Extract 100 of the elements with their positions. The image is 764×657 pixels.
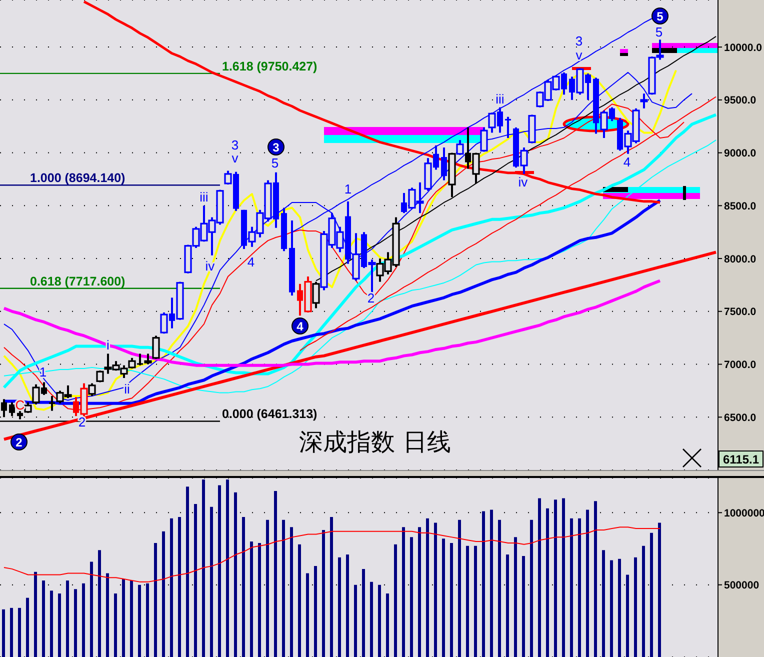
bar xyxy=(2,609,5,657)
bar xyxy=(466,546,469,657)
bar xyxy=(402,527,405,657)
bar xyxy=(434,522,437,657)
bar xyxy=(514,537,517,657)
bar xyxy=(378,584,381,657)
y-tick-label: 8000.0 xyxy=(724,253,756,266)
bar xyxy=(498,520,501,657)
annotation: 4 xyxy=(296,320,304,334)
bar xyxy=(234,492,237,657)
bar xyxy=(258,542,261,657)
annotation: i xyxy=(106,338,110,352)
ref-line-label: 0.000 (6461.313) xyxy=(222,407,318,422)
bar xyxy=(650,532,653,657)
bar xyxy=(354,584,357,657)
bar xyxy=(10,608,13,657)
annotation: 3 xyxy=(575,34,583,48)
bar xyxy=(594,501,597,657)
bar xyxy=(218,485,221,657)
bar xyxy=(634,557,637,657)
bar xyxy=(618,558,621,657)
candlestick xyxy=(24,401,32,414)
bar xyxy=(370,582,373,657)
bar xyxy=(98,550,101,657)
bar xyxy=(130,580,133,657)
bar xyxy=(562,498,565,657)
bar xyxy=(538,498,541,657)
bar xyxy=(642,546,645,657)
bar xyxy=(178,516,181,657)
annotation: 4 xyxy=(247,254,255,270)
bar xyxy=(146,583,149,657)
annotation: 2 xyxy=(16,436,23,450)
y-tick-label: 8500.0 xyxy=(724,200,756,212)
bar xyxy=(394,544,397,657)
annotation: 1 xyxy=(344,182,352,196)
bar xyxy=(226,479,229,657)
y-tick-label: 10000.0 xyxy=(724,42,762,54)
annotation: iii xyxy=(200,190,208,204)
bar xyxy=(522,556,525,657)
bar xyxy=(74,589,77,657)
bar xyxy=(114,593,117,657)
bar xyxy=(586,510,589,657)
bar xyxy=(530,520,533,657)
bar xyxy=(154,542,157,657)
y-tick-label: 6500.0 xyxy=(724,412,756,424)
bar xyxy=(458,520,461,657)
bar xyxy=(298,544,301,657)
y-tick-label: 9500.0 xyxy=(724,94,756,107)
bar xyxy=(346,554,349,657)
annotation: 3 xyxy=(272,140,280,154)
bar xyxy=(426,518,429,657)
bar xyxy=(410,537,413,657)
bar xyxy=(186,486,189,657)
bar xyxy=(554,500,557,657)
annotation: 5 xyxy=(655,24,663,40)
bar xyxy=(386,593,389,657)
bar xyxy=(610,560,613,657)
ref-line-label: 1.000 (8694.140) xyxy=(30,171,126,186)
annotation: 4 xyxy=(623,154,631,170)
bar xyxy=(570,518,573,657)
candlestick xyxy=(480,126,488,153)
bar xyxy=(210,506,213,657)
bar xyxy=(626,574,629,657)
candlestick xyxy=(640,92,648,110)
bar xyxy=(442,538,445,657)
bar xyxy=(362,568,365,657)
bar xyxy=(50,590,53,657)
bar xyxy=(34,572,37,657)
bar xyxy=(330,516,333,657)
bar xyxy=(138,584,141,657)
bar xyxy=(290,527,293,657)
annotation: 5 xyxy=(271,156,279,170)
bar xyxy=(418,527,421,657)
candlestick xyxy=(152,334,160,360)
annotation: iv xyxy=(518,174,528,190)
bar xyxy=(58,593,61,657)
annotation: ii xyxy=(124,382,130,396)
bar xyxy=(170,518,173,657)
bar xyxy=(474,546,477,657)
bar xyxy=(306,573,309,657)
bar xyxy=(162,531,165,657)
bar xyxy=(314,566,317,657)
bar xyxy=(450,542,453,657)
bar xyxy=(26,598,29,657)
bar xyxy=(250,542,253,657)
annotation: iii xyxy=(496,92,504,106)
bar xyxy=(266,520,269,657)
y-tick-label: 7500.0 xyxy=(724,306,756,318)
line-series xyxy=(4,526,660,582)
bar xyxy=(578,518,581,657)
bar xyxy=(90,562,93,657)
bar xyxy=(202,479,205,657)
bar xyxy=(122,579,125,657)
bar xyxy=(322,530,325,657)
bar xyxy=(282,520,285,657)
annotation: 5 xyxy=(656,10,664,24)
bar xyxy=(66,580,69,657)
annotation: 3 xyxy=(231,138,239,152)
bar xyxy=(242,516,245,657)
y-tick-label: 7000.0 xyxy=(724,358,756,371)
